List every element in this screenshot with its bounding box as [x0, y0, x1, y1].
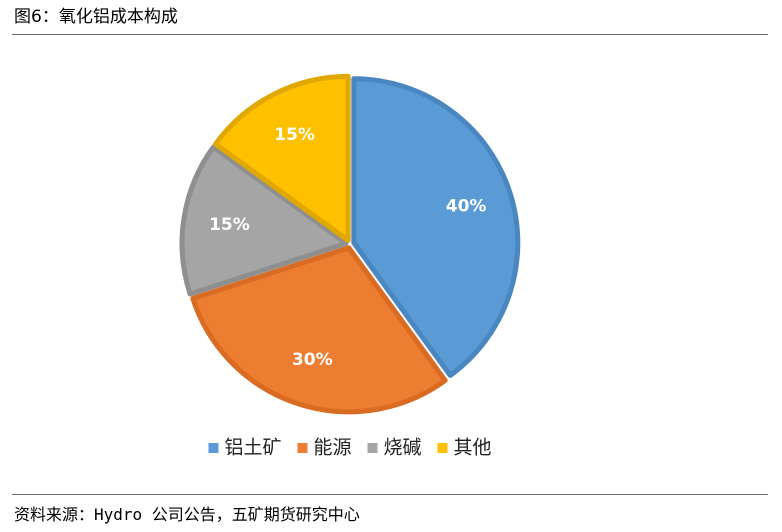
slice-label-其他: 15% — [274, 125, 315, 145]
legend-swatch-能源 — [297, 443, 308, 453]
slice-labels: 40% 30% 15% 15% — [209, 125, 486, 370]
legend-label-烧碱: 烧碱 — [384, 437, 422, 459]
figure-title: 图6：氧化铝成本构成 — [14, 7, 178, 27]
chart-legend: 铝土矿 能源 烧碱 其他 — [208, 437, 492, 459]
pie-slices — [179, 73, 521, 415]
pie-slice-能源 — [190, 245, 448, 415]
pie-slice-烧碱 — [179, 144, 349, 297]
slice-label-铝土矿: 40% — [446, 196, 487, 216]
legend-label-铝土矿: 铝土矿 — [225, 437, 282, 459]
slice-label-能源: 30% — [292, 350, 333, 370]
legend-label-能源: 能源 — [314, 437, 352, 459]
legend-swatch-铝土矿 — [208, 443, 219, 453]
pie-slice-其他 — [213, 73, 351, 243]
legend-item-其他: 其他 — [437, 437, 492, 459]
legend-swatch-烧碱 — [367, 443, 378, 453]
legend-item-烧碱: 烧碱 — [367, 437, 422, 459]
legend-item-能源: 能源 — [297, 437, 352, 459]
legend-swatch-其他 — [437, 443, 448, 453]
source-note: 资料来源：Hydro 公司公告，五矿期货研究中心 — [14, 505, 360, 524]
bottom-divider — [12, 494, 768, 495]
legend-label-其他: 其他 — [454, 437, 492, 459]
pie-slice-铝土矿 — [351, 76, 521, 378]
legend-item-铝土矿: 铝土矿 — [208, 437, 282, 459]
top-divider — [12, 34, 768, 35]
slice-label-烧碱: 15% — [209, 215, 250, 235]
